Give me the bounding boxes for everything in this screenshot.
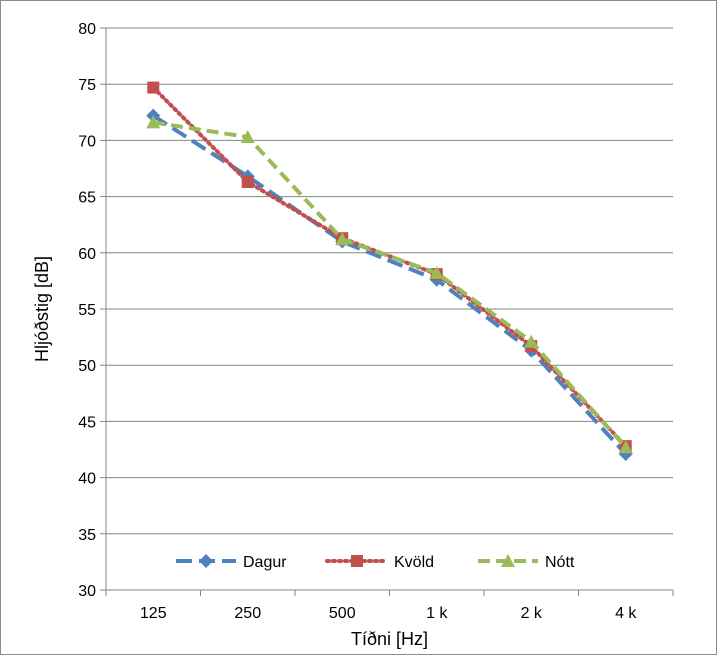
legend-marker-dagur — [199, 554, 213, 568]
data-point-kvöld — [147, 81, 160, 94]
legend-item-kvöld: Kvöld — [325, 554, 434, 571]
legend-label-dagur: Dagur — [243, 554, 287, 571]
legend-marker-kvöld — [351, 555, 363, 567]
series-line-kvöld — [151, 85, 628, 449]
data-point-kvöld — [241, 175, 254, 188]
y-axis-title: Hljóðstig [dB] — [32, 256, 52, 362]
series-nótt — [146, 115, 633, 454]
y-tick-label: 70 — [78, 133, 96, 150]
legend: Dagur Kvöld Nótt — [176, 554, 575, 571]
y-tick-label: 65 — [78, 190, 96, 207]
data-point-nótt — [335, 232, 350, 246]
series-layer — [146, 81, 633, 461]
y-tick-label: 35 — [78, 527, 96, 544]
y-tick-label: 40 — [78, 471, 96, 488]
data-point-nótt — [146, 115, 161, 129]
axes: 30 35 40 45 50 55 60 65 70 75 80 125 250 500 1 k 2 k 4 k — [78, 21, 674, 622]
x-axis-title: Tíðni [Hz] — [351, 629, 428, 649]
data-point-nótt — [240, 130, 255, 144]
y-tick-label: 55 — [78, 302, 96, 319]
legend-item-dagur: Dagur — [176, 554, 287, 571]
legend-marker-nótt — [501, 554, 515, 567]
data-point-nótt — [524, 334, 539, 348]
legend-label-nótt: Nótt — [545, 554, 575, 571]
y-tick-label: 45 — [78, 414, 96, 431]
y-tick-label: 60 — [78, 246, 96, 263]
x-tick-label: 4 k — [615, 605, 637, 622]
legend-item-nótt: Nótt — [478, 554, 575, 571]
y-tick-label: 30 — [78, 583, 96, 600]
series-line-nótt — [152, 120, 628, 449]
y-tick-label: 75 — [78, 77, 96, 94]
x-tick-label: 125 — [140, 605, 167, 622]
y-tick-label: 80 — [78, 21, 96, 38]
y-tick-label: 50 — [78, 358, 96, 375]
x-tick-label: 1 k — [426, 605, 448, 622]
x-tick-label: 2 k — [521, 605, 543, 622]
legend-label-kvöld: Kvöld — [394, 554, 434, 571]
x-tick-label: 250 — [234, 605, 261, 622]
data-point-nótt — [618, 440, 633, 454]
data-point-nótt — [429, 266, 444, 280]
x-tick-label: 500 — [329, 605, 356, 622]
